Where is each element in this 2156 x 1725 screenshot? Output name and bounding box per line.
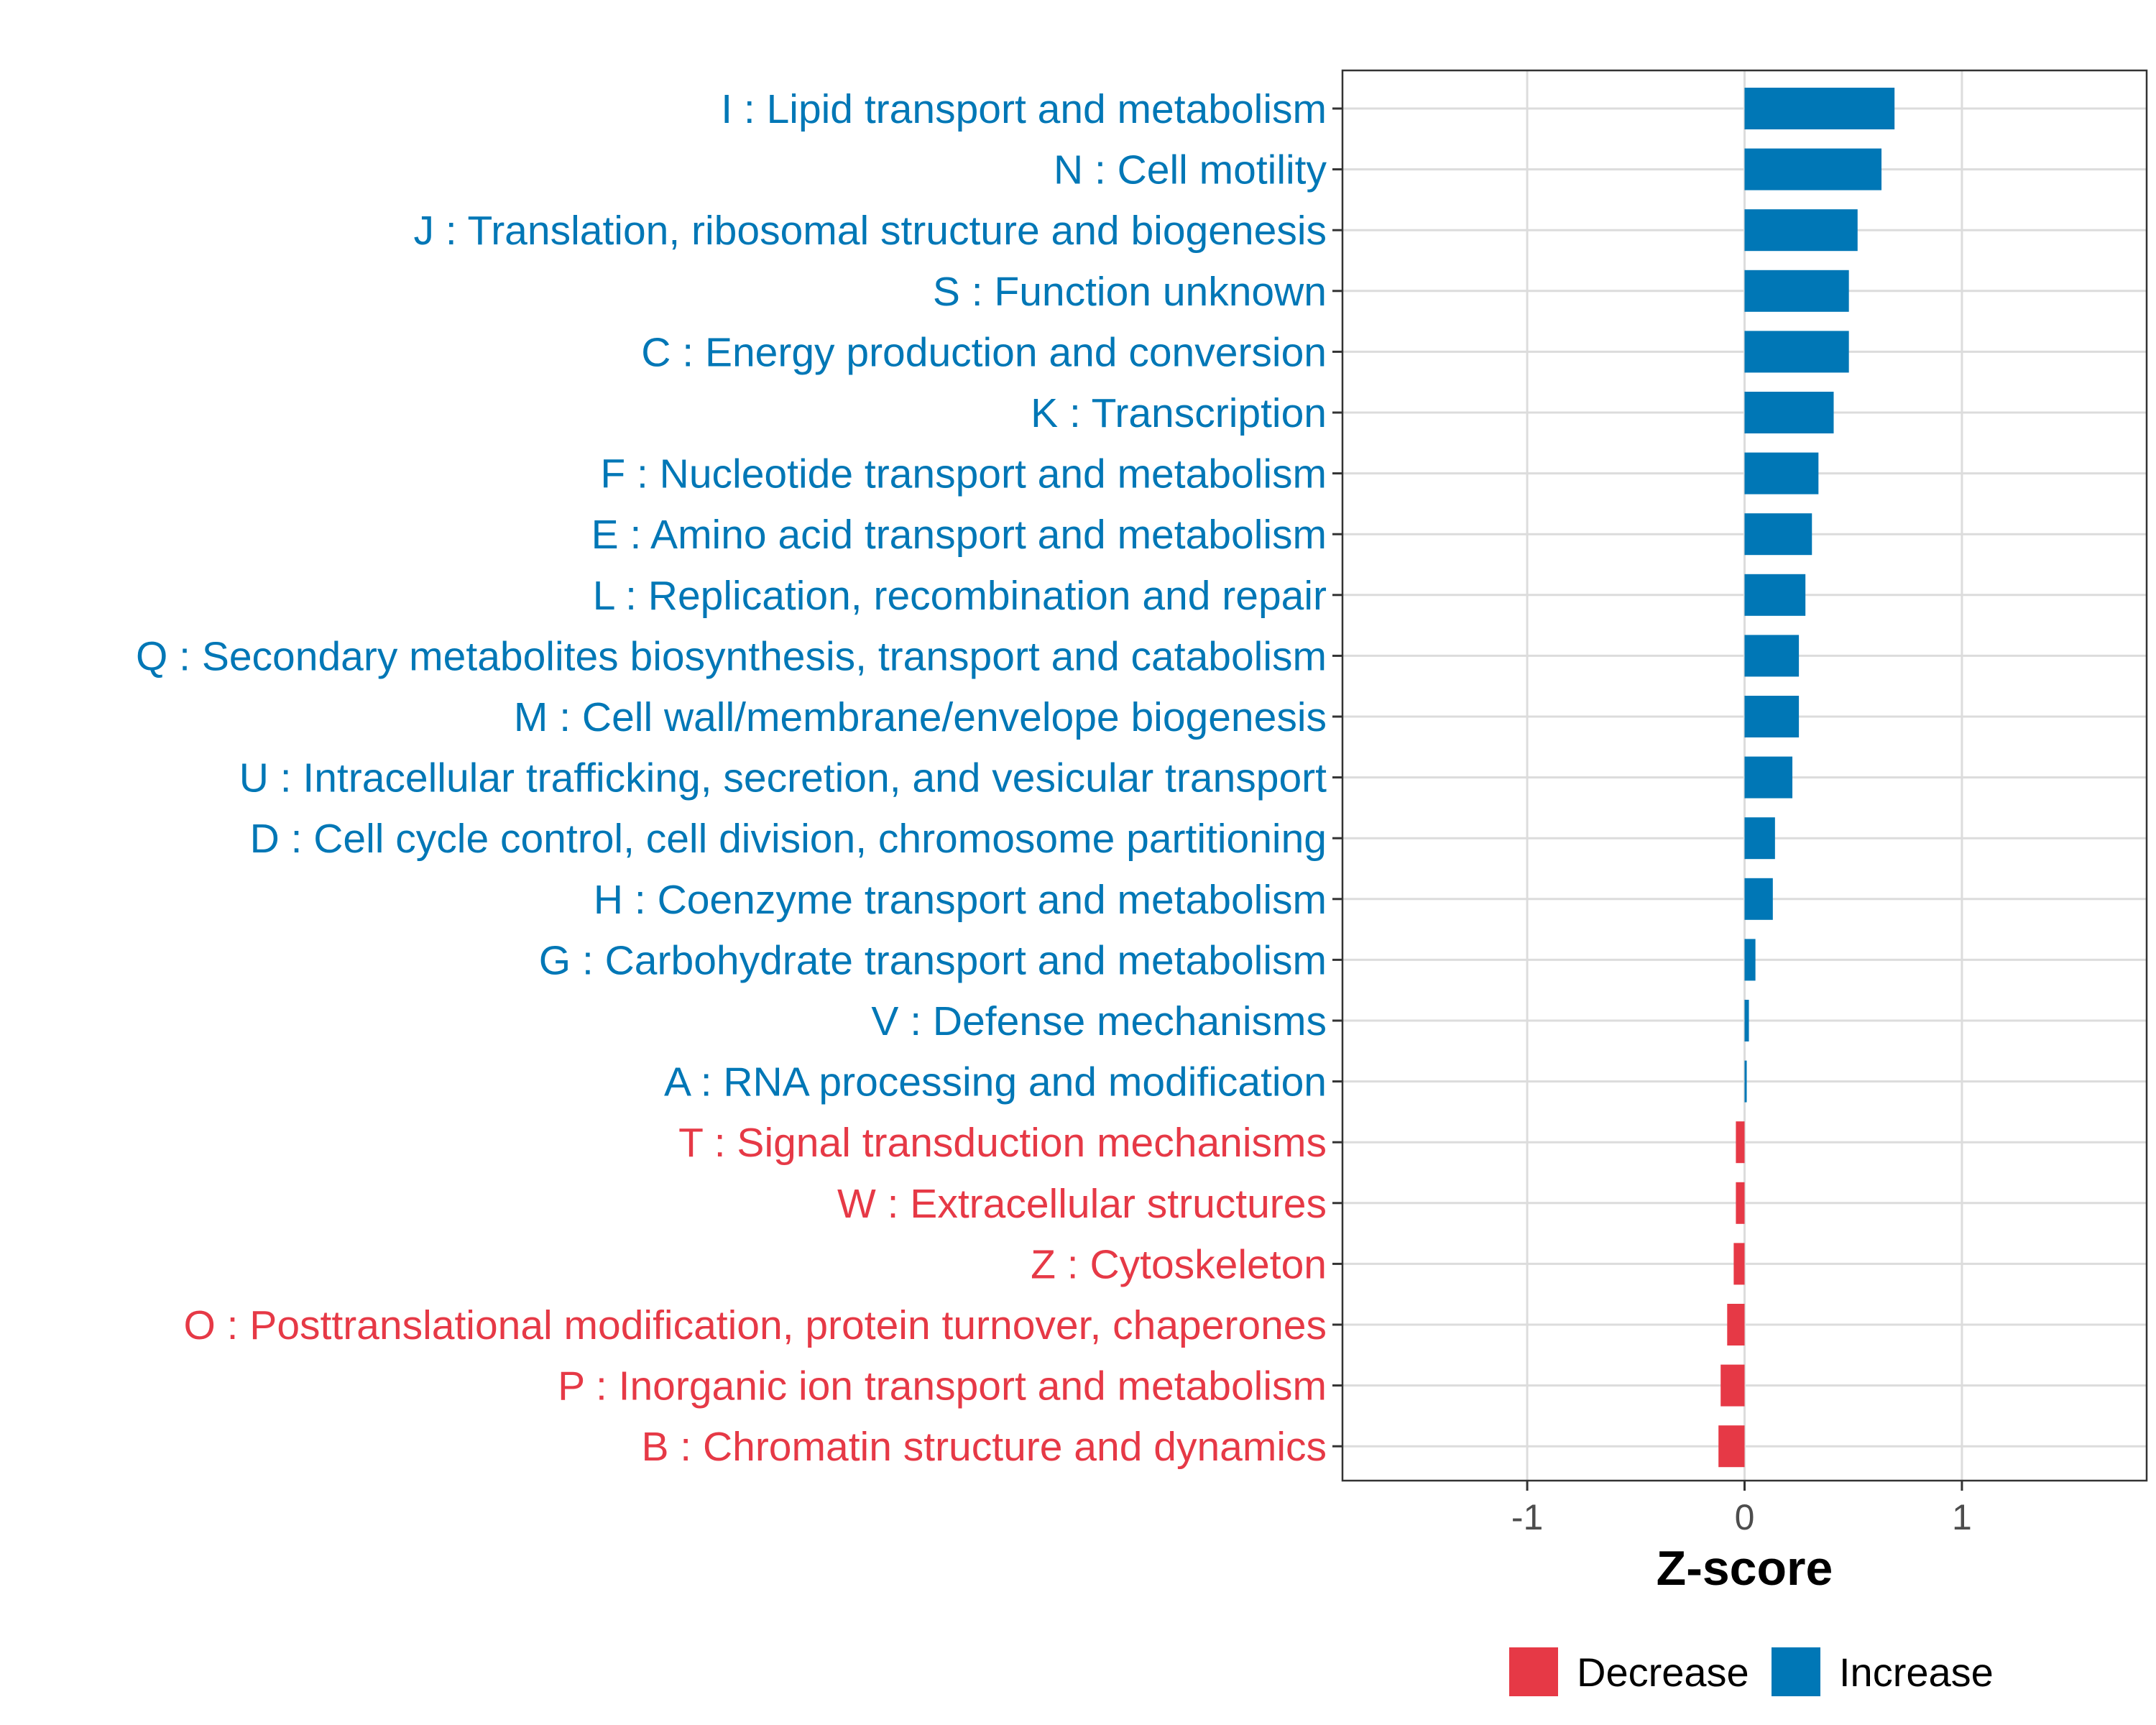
bar [1744, 1060, 1747, 1103]
category-label: L : Replication, recombination and repai… [593, 573, 1327, 619]
x-axis-ticks: -1 0 1 [1511, 1481, 1972, 1537]
x-axis-title: Z-score [1657, 1541, 1833, 1596]
category-label: J : Translation, ribosomal structure and… [414, 208, 1327, 254]
bar [1744, 148, 1882, 190]
category-label: H : Coenzyme transport and metabolism [594, 877, 1327, 923]
bar [1744, 331, 1849, 373]
bar [1744, 635, 1800, 677]
category-label: A : RNA processing and modification [664, 1059, 1327, 1105]
category-label: T : Signal transduction mechanisms [678, 1120, 1327, 1166]
bar [1744, 756, 1793, 799]
category-label: Z : Cytoskeleton [1031, 1241, 1327, 1287]
category-label: G : Carbohydrate transport and metabolis… [539, 937, 1327, 983]
category-label: M : Cell wall/membrane/envelope biogenes… [514, 694, 1327, 740]
x-tick-label: 1 [1952, 1497, 1972, 1537]
legend-swatch-decrease [1509, 1647, 1558, 1696]
bar [1744, 209, 1858, 252]
category-labels: I : Lipid transport and metabolism N : Ce… [136, 86, 1327, 1470]
category-label: E : Amino acid transport and metabolism [591, 512, 1327, 558]
category-label: V : Defense mechanisms [871, 998, 1327, 1044]
bar [1733, 1243, 1745, 1285]
bar [1736, 1182, 1745, 1224]
bar [1744, 939, 1756, 981]
category-label: K : Transcription [1031, 390, 1327, 436]
category-label: F : Nucleotide transport and metabolism [600, 451, 1327, 497]
bar [1744, 452, 1819, 494]
category-label: Q : Secondary metabolites biosynthesis, … [136, 633, 1327, 679]
bar [1744, 392, 1834, 433]
legend: Decrease Increase [1509, 1647, 1994, 1696]
bar [1744, 513, 1812, 556]
bar [1718, 1425, 1745, 1468]
bar [1744, 817, 1775, 860]
category-label: W : Extracellular structures [837, 1181, 1327, 1227]
legend-label-decrease: Decrease [1577, 1650, 1749, 1695]
bar [1744, 270, 1849, 312]
bar [1720, 1364, 1745, 1407]
bar [1727, 1304, 1745, 1346]
category-label: C : Energy production and conversion [641, 329, 1327, 375]
bars [1718, 88, 1895, 1468]
category-label: N : Cell motility [1054, 147, 1327, 193]
category-label: B : Chromatin structure and dynamics [641, 1424, 1327, 1470]
bar [1744, 574, 1806, 616]
category-label: I : Lipid transport and metabolism [721, 86, 1327, 132]
y-axis-ticks [1332, 107, 1342, 1448]
category-label: U : Intracellular trafficking, secretion… [239, 755, 1327, 801]
bar [1744, 88, 1895, 129]
bar [1744, 696, 1800, 737]
category-label: S : Function unknown [933, 269, 1327, 315]
x-tick-label: 0 [1735, 1497, 1755, 1537]
bar [1744, 1000, 1749, 1041]
bar [1744, 878, 1773, 920]
category-label: P : Inorganic ion transport and metaboli… [558, 1363, 1327, 1409]
legend-swatch-increase [1772, 1647, 1820, 1696]
bar [1736, 1121, 1745, 1164]
legend-label-increase: Increase [1839, 1650, 1994, 1695]
category-label: O : Posttranslational modification, prot… [183, 1302, 1327, 1348]
x-tick-label: -1 [1511, 1497, 1543, 1537]
category-label: D : Cell cycle control, cell division, c… [250, 816, 1327, 862]
